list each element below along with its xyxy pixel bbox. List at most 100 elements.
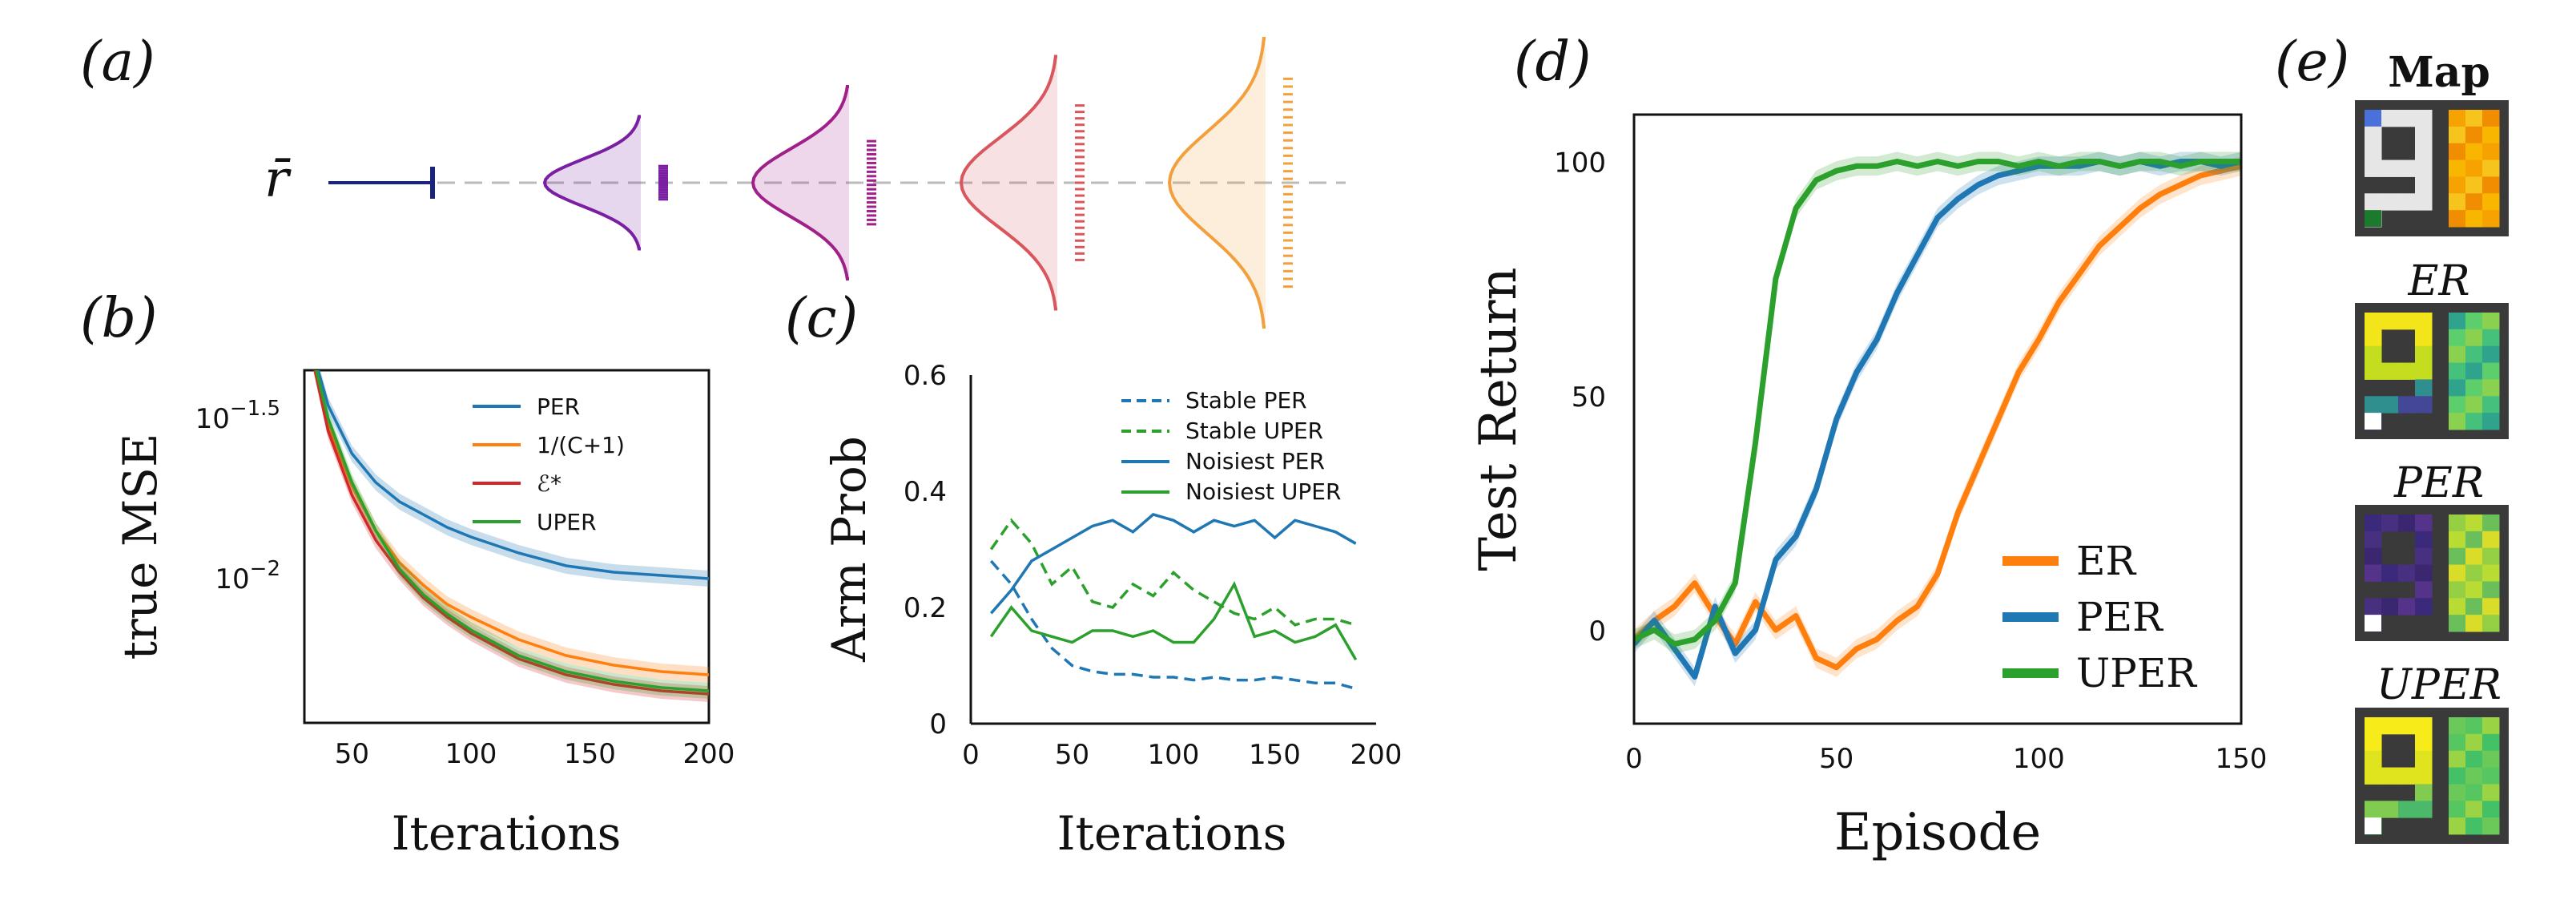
plot-frame-b <box>303 369 710 724</box>
per-title: PER <box>2393 459 2484 507</box>
map-cell <box>2449 396 2466 414</box>
series-group-b <box>312 370 709 702</box>
line-series-d-2 <box>1634 159 2241 648</box>
panel-a-distributions: r̄ <box>264 37 1346 329</box>
map-cell <box>2449 581 2466 599</box>
legend-d: ER PER UPER <box>2002 538 2197 696</box>
map-grid <box>2355 505 2509 641</box>
map-cell <box>2365 717 2382 735</box>
map-cell <box>2465 362 2483 380</box>
line-series-d-0 <box>1634 163 2241 671</box>
map-cell <box>2482 531 2500 549</box>
map-cell <box>2449 564 2466 582</box>
xlabel-b: Iterations <box>392 806 622 861</box>
map-cell <box>2465 396 2483 414</box>
line-series-c-0 <box>989 559 1357 691</box>
map-cell <box>2415 345 2433 364</box>
map-cell <box>2398 564 2416 582</box>
map-cell <box>2482 581 2500 599</box>
xlabel-d: Episode <box>1834 803 2041 862</box>
map-cell <box>2398 396 2416 414</box>
map-cell <box>2365 126 2382 144</box>
map-cell <box>2398 801 2416 818</box>
xtick-b: 50 <box>335 738 369 770</box>
map-cell <box>2365 531 2382 549</box>
xtick-d: 150 <box>2216 743 2268 775</box>
map-cell <box>2449 379 2466 397</box>
map-cell <box>2465 514 2483 532</box>
map-cell <box>2381 717 2399 735</box>
dist-fill <box>1169 38 1266 327</box>
map-cell <box>2465 126 2483 144</box>
map-cell <box>2449 801 2466 818</box>
map-cell <box>2482 547 2500 566</box>
band-PER <box>316 370 709 587</box>
map-cell <box>2465 817 2483 835</box>
yticks-c: 0 0.2 0.4 0.6 <box>904 360 947 740</box>
map-cell <box>2482 396 2500 414</box>
map-cell <box>2381 767 2399 785</box>
map-cell <box>2365 329 2382 347</box>
map-cell <box>2415 329 2433 347</box>
map-cell <box>2449 817 2466 835</box>
map-cell <box>2482 750 2500 769</box>
ytick-c: 0 <box>929 708 947 740</box>
legend-c: Stable PER Stable UPER Noisiest PER Noisies… <box>1121 387 1341 505</box>
map-cell <box>2381 313 2399 330</box>
map-cell <box>2449 210 2466 228</box>
map-cell <box>2482 110 2500 127</box>
ytick-c: 0.4 <box>904 476 947 508</box>
panel-e-maps: Map ER PER UPER <box>2355 48 2509 844</box>
map-cell <box>2381 514 2399 532</box>
map-cell <box>2449 598 2466 615</box>
map-cell <box>2365 362 2382 380</box>
map-cell <box>2415 143 2433 161</box>
yticks-d: 0 50 100 <box>1554 147 1606 648</box>
ytick-base: 10 <box>215 563 249 595</box>
map-cell <box>2449 767 2466 785</box>
map-cell <box>2465 379 2483 397</box>
plot-frame-d <box>1632 113 2243 725</box>
map-cell <box>2415 396 2433 414</box>
xtick-b: 200 <box>683 738 735 770</box>
map-cell <box>2465 717 2483 735</box>
panel-label-e: (e) <box>2275 30 2349 94</box>
map-cell <box>2482 817 2500 835</box>
map-cell <box>2365 564 2382 582</box>
legend-label-b: 1/(C+1) <box>537 432 625 458</box>
xtick-d: 50 <box>1819 743 1854 775</box>
map-cell <box>2415 547 2433 566</box>
map-cell <box>2482 379 2500 397</box>
xticks-c: 0 50 100 150 200 <box>962 739 1402 771</box>
map-cell <box>2398 767 2416 785</box>
line-series-1 <box>314 370 709 676</box>
map-cell <box>2449 329 2466 347</box>
rbar-label: r̄ <box>264 150 292 209</box>
map-cell <box>2415 110 2433 127</box>
map-cell <box>2365 345 2382 364</box>
yticks-b: 10−1.510−2 <box>195 397 280 595</box>
map-cell <box>2449 193 2466 211</box>
xtick-b: 150 <box>564 738 616 770</box>
map-cell <box>2381 396 2399 414</box>
map-cell <box>2482 345 2500 364</box>
ylabel-b: true MSE <box>113 434 167 660</box>
map-cell <box>2381 564 2399 582</box>
map-cell <box>2381 801 2399 818</box>
map-cell <box>2415 531 2433 549</box>
map-cell <box>2482 193 2500 211</box>
dist-outline <box>751 85 849 280</box>
map-cell <box>2398 362 2416 380</box>
ytick-d: 100 <box>1554 147 1606 179</box>
map-cell <box>2415 598 2433 615</box>
map-cell <box>2465 413 2483 430</box>
map-grids <box>2355 100 2509 844</box>
map-cell <box>2465 598 2483 615</box>
line-series-c-2 <box>989 513 1357 615</box>
map-cell <box>2449 547 2466 566</box>
xticks-b: 50 100 150 200 <box>335 738 735 770</box>
map-cell <box>2449 159 2466 177</box>
xtick-c: 50 <box>1055 739 1089 771</box>
ylabel-d: Test Return <box>1469 267 1528 571</box>
